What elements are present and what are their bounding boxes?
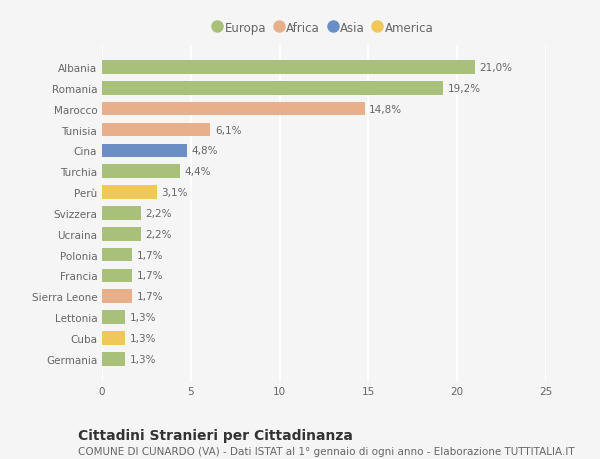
Bar	[102, 123, 211, 137]
Bar	[102, 290, 132, 303]
Bar	[102, 82, 443, 95]
Bar	[102, 331, 125, 345]
Text: 4,4%: 4,4%	[185, 167, 211, 177]
Bar	[102, 269, 132, 283]
Text: 19,2%: 19,2%	[448, 84, 481, 94]
Text: 1,3%: 1,3%	[130, 313, 156, 322]
Bar	[102, 352, 125, 366]
Text: 2,2%: 2,2%	[146, 229, 172, 239]
Bar	[102, 248, 132, 262]
Text: 3,1%: 3,1%	[161, 188, 188, 198]
Text: 21,0%: 21,0%	[479, 63, 512, 73]
Text: 1,3%: 1,3%	[130, 333, 156, 343]
Text: 1,3%: 1,3%	[130, 354, 156, 364]
Text: 6,1%: 6,1%	[215, 125, 241, 135]
Text: 4,8%: 4,8%	[191, 146, 218, 156]
Bar	[102, 207, 141, 220]
Text: 2,2%: 2,2%	[146, 208, 172, 218]
Bar	[102, 144, 187, 158]
Bar	[102, 103, 365, 116]
Bar	[102, 61, 475, 75]
Text: COMUNE DI CUNARDO (VA) - Dati ISTAT al 1° gennaio di ogni anno - Elaborazione TU: COMUNE DI CUNARDO (VA) - Dati ISTAT al 1…	[78, 446, 575, 456]
Text: Cittadini Stranieri per Cittadinanza: Cittadini Stranieri per Cittadinanza	[78, 428, 353, 442]
Bar	[102, 186, 157, 199]
Text: 1,7%: 1,7%	[137, 291, 163, 302]
Bar	[102, 165, 180, 179]
Text: 1,7%: 1,7%	[137, 271, 163, 281]
Bar	[102, 311, 125, 324]
Text: 1,7%: 1,7%	[137, 250, 163, 260]
Legend: Europa, Africa, Asia, America: Europa, Africa, Asia, America	[211, 18, 437, 38]
Bar	[102, 228, 141, 241]
Text: 14,8%: 14,8%	[369, 105, 403, 114]
